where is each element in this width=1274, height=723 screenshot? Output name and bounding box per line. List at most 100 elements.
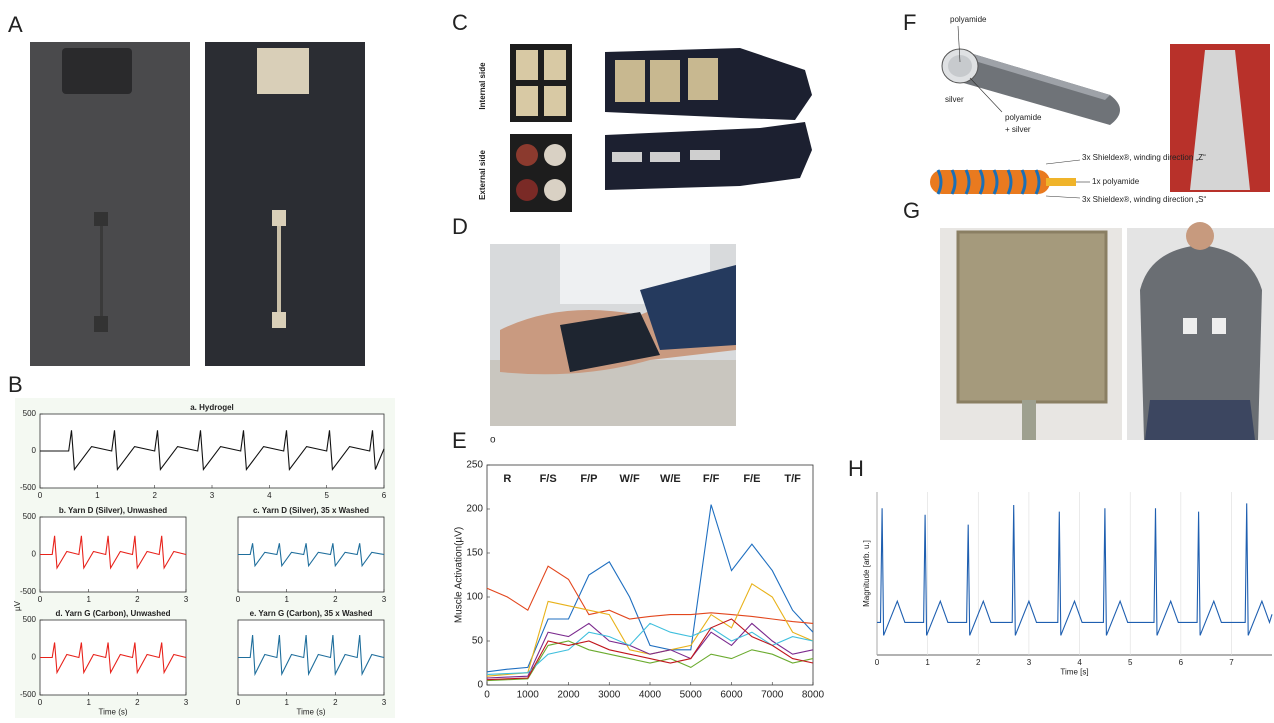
x-tick-label: 1	[86, 698, 91, 707]
y-tick-label: 0	[32, 550, 37, 559]
panel-label: F	[903, 10, 916, 35]
plot-frame	[40, 620, 186, 695]
panel-label: C	[452, 10, 468, 35]
panel-label: G	[903, 198, 920, 223]
plot-frame	[40, 414, 384, 488]
x-tick-label: 6	[382, 491, 387, 500]
d-caption: o	[490, 435, 496, 446]
x-tick-label: 7	[1229, 658, 1234, 667]
chart-title: c. Yarn D (Silver), 35 x Washed	[253, 506, 369, 515]
chart-title: d. Yarn G (Carbon), Unwashed	[56, 609, 171, 618]
x-tick-label: 3	[184, 595, 189, 604]
y-tick-label: 500	[23, 512, 37, 521]
x-tick-label: 1000	[517, 690, 540, 701]
x-tick-label: 1	[284, 698, 289, 707]
plot-frame	[238, 620, 384, 695]
photo-g	[940, 222, 1274, 440]
x-tick-label: 0	[38, 491, 43, 500]
x-axis-label: Time [s]	[1060, 668, 1088, 677]
y-tick-label: 0	[32, 446, 37, 455]
photo-d	[490, 244, 736, 426]
x-tick-label: 3	[382, 595, 387, 604]
chart-title: e. Yarn G (Carbon), 35 x Washed	[250, 609, 373, 618]
x-tick-label: 0	[38, 698, 43, 707]
c-label: External side	[478, 150, 487, 200]
x-tick-label: 2	[135, 698, 140, 707]
x-tick-label: 1	[95, 491, 100, 500]
x-tick-label: 2	[333, 698, 338, 707]
x-tick-label: 1	[86, 595, 91, 604]
y-tick-label: 250	[466, 460, 483, 471]
x-tick-label: 2000	[557, 690, 580, 701]
x-tick-label: 0	[236, 698, 241, 707]
x-tick-label: 3	[210, 491, 215, 500]
y-tick-label: -500	[20, 690, 37, 699]
chart-title: a. Hydrogel	[190, 403, 234, 412]
phase-label: W/F	[620, 473, 640, 485]
x-tick-label: 3	[382, 698, 387, 707]
phase-label: F/P	[580, 473, 597, 485]
y-tick-label: 500	[23, 409, 37, 418]
x-tick-label: 2	[976, 658, 981, 667]
y-axis-label: µV	[13, 600, 22, 611]
x-tick-label: 5	[1128, 658, 1133, 667]
x-tick-label: 5000	[680, 690, 703, 701]
x-tick-label: 6	[1179, 658, 1184, 667]
x-tick-label: 0	[38, 595, 43, 604]
x-tick-label: 0	[236, 595, 241, 604]
x-tick-label: 4	[1077, 658, 1082, 667]
y-tick-label: -500	[20, 587, 37, 596]
y-tick-label: 500	[23, 615, 37, 624]
photo-a	[30, 42, 365, 366]
x-tick-label: 4	[267, 491, 272, 500]
phase-label: F/S	[540, 473, 557, 485]
phase-label: F/F	[703, 473, 720, 485]
x-tick-label: 7000	[761, 690, 784, 701]
x-tick-label: 2	[152, 491, 157, 500]
chart-title: b. Yarn D (Silver), Unwashed	[59, 506, 167, 515]
panel-label: D	[452, 214, 468, 239]
plot-area	[877, 492, 1272, 655]
x-tick-label: 3	[184, 698, 189, 707]
panel-label: H	[848, 456, 864, 481]
panel-label: E	[452, 428, 467, 453]
y-tick-label: 50	[472, 636, 484, 647]
y-tick-label: -500	[20, 483, 37, 492]
plot-frame	[238, 517, 384, 592]
f-label: 3x Shieldex®, winding direction „Z“	[1082, 153, 1206, 162]
f-label: + silver	[1005, 125, 1031, 134]
x-axis-label: Time (s)	[296, 708, 325, 717]
y-tick-label: 200	[466, 504, 483, 515]
y-axis-label: Magnitude [arb. u.]	[862, 540, 871, 607]
x-tick-label: 0	[484, 690, 490, 701]
x-tick-label: 3	[1027, 658, 1032, 667]
y-tick-label: 100	[466, 592, 483, 603]
y-tick-label: 0	[32, 653, 37, 662]
panel-label: A	[8, 12, 23, 37]
phase-label: R	[503, 473, 511, 485]
x-tick-label: 8000	[802, 690, 825, 701]
x-tick-label: 5	[324, 491, 329, 500]
x-tick-label: 4000	[639, 690, 662, 701]
c-label: Internal side	[478, 62, 487, 110]
f-label: 3x Shieldex®, winding direction „S“	[1082, 195, 1207, 204]
x-tick-label: 0	[875, 658, 880, 667]
phase-label: T/F	[784, 473, 801, 485]
figure: A B C D E F G H Internal side E	[0, 0, 1274, 718]
x-tick-label: 1	[925, 658, 930, 667]
y-tick-label: 150	[466, 548, 483, 559]
photo-c	[510, 44, 812, 212]
f-label: polyamide	[950, 15, 987, 24]
x-tick-label: 2	[333, 595, 338, 604]
x-axis-label: Time (s)	[98, 708, 127, 717]
f-label: silver	[945, 95, 964, 104]
panel-label: B	[8, 372, 23, 397]
x-tick-label: 6000	[720, 690, 743, 701]
illustration-f	[930, 26, 1270, 198]
phase-label: F/E	[743, 473, 760, 485]
x-tick-label: 3000	[598, 690, 621, 701]
x-tick-label: 2	[135, 595, 140, 604]
y-tick-label: 0	[477, 680, 483, 691]
x-tick-label: 1	[284, 595, 289, 604]
f-label: polyamide	[1005, 113, 1042, 122]
